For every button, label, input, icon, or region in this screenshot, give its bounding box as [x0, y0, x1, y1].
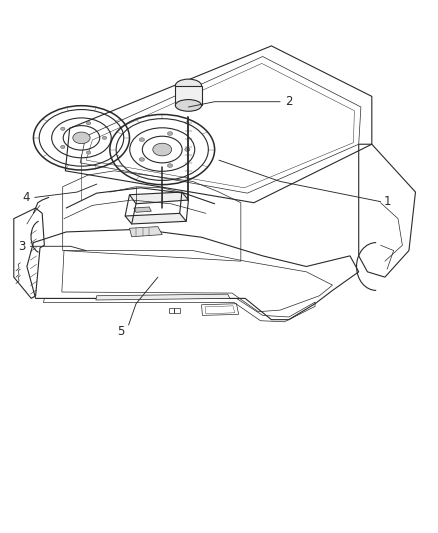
Ellipse shape — [60, 127, 65, 131]
Polygon shape — [130, 227, 162, 237]
Polygon shape — [130, 192, 188, 204]
Polygon shape — [134, 207, 151, 212]
Ellipse shape — [153, 143, 172, 156]
Polygon shape — [96, 294, 230, 300]
Text: 4: 4 — [22, 191, 30, 204]
Ellipse shape — [60, 146, 65, 149]
Ellipse shape — [73, 132, 90, 143]
Ellipse shape — [175, 100, 201, 111]
Text: 5: 5 — [117, 325, 124, 338]
Ellipse shape — [167, 164, 173, 167]
Polygon shape — [125, 213, 186, 224]
Text: 1: 1 — [383, 195, 391, 208]
Ellipse shape — [139, 138, 145, 141]
Ellipse shape — [167, 132, 173, 135]
Polygon shape — [175, 86, 201, 106]
Ellipse shape — [175, 79, 201, 92]
Ellipse shape — [86, 122, 91, 125]
Text: 2: 2 — [285, 95, 293, 108]
Ellipse shape — [139, 158, 145, 161]
Ellipse shape — [86, 151, 91, 154]
Ellipse shape — [102, 136, 107, 140]
Ellipse shape — [185, 148, 190, 151]
Text: 3: 3 — [18, 240, 25, 253]
